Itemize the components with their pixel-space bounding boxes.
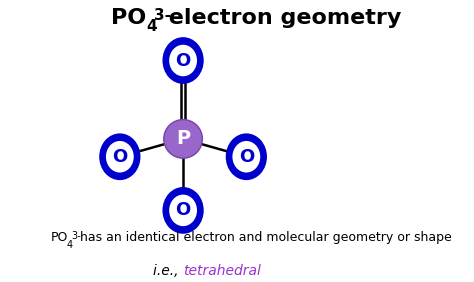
Text: O: O [239, 148, 254, 166]
Text: P: P [176, 129, 190, 148]
Ellipse shape [106, 141, 134, 173]
Circle shape [164, 120, 202, 158]
Ellipse shape [169, 195, 197, 226]
Text: O: O [175, 201, 191, 219]
Text: 4: 4 [67, 240, 73, 250]
Ellipse shape [99, 133, 140, 180]
Text: has an identical electron and molecular geometry or shape: has an identical electron and molecular … [76, 231, 452, 244]
Circle shape [165, 121, 201, 157]
Text: PO: PO [51, 231, 68, 244]
Text: PO: PO [111, 8, 146, 28]
Text: O: O [112, 148, 128, 166]
Text: 3-: 3- [154, 8, 171, 23]
Text: i.e.,: i.e., [153, 264, 183, 278]
Text: 4: 4 [146, 19, 156, 34]
Ellipse shape [169, 45, 197, 76]
Text: electron geometry: electron geometry [161, 8, 401, 28]
Text: O: O [175, 52, 191, 69]
Text: 3-: 3- [71, 231, 81, 241]
Ellipse shape [232, 141, 260, 173]
Text: tetrahedral: tetrahedral [183, 264, 261, 278]
Ellipse shape [226, 133, 267, 180]
Ellipse shape [163, 187, 204, 234]
Ellipse shape [163, 37, 204, 84]
